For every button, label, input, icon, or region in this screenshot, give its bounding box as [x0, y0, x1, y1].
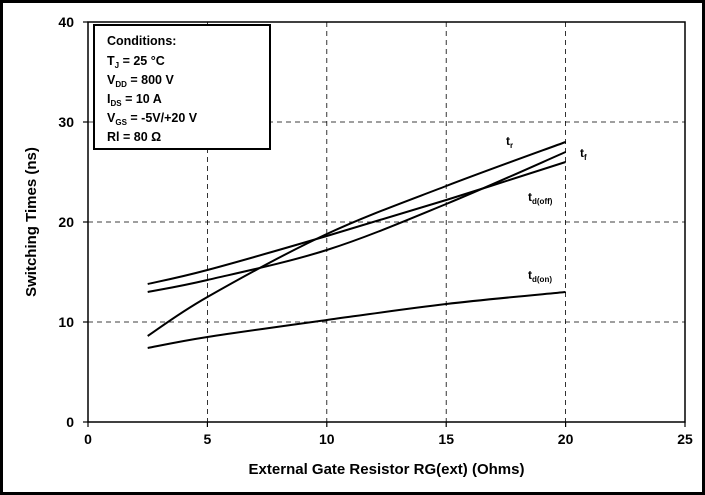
condition-line: Rl = 80 Ω [107, 130, 161, 144]
series-label-t-d-off-: td(off) [528, 190, 553, 206]
y-tick-label: 20 [58, 214, 74, 230]
series-label-t-r: tr [506, 134, 513, 150]
x-tick-label: 5 [204, 431, 212, 447]
y-tick-label: 30 [58, 114, 74, 130]
condition-line: IDS = 10 A [107, 92, 162, 108]
y-tick-label: 10 [58, 314, 74, 330]
x-tick-label: 10 [319, 431, 335, 447]
series-label-t-f: tf [580, 146, 587, 162]
series-label-t-d-on-: td(on) [528, 268, 552, 284]
x-tick-label: 20 [558, 431, 574, 447]
series-line-t-d-on- [147, 291, 566, 349]
x-axis-label: External Gate Resistor RG(ext) (Ohms) [249, 461, 525, 478]
x-tick-label: 0 [84, 431, 92, 447]
series-line-t-f [147, 151, 566, 293]
conditions-box-border [93, 24, 271, 150]
condition-line: TJ = 25 °C [107, 54, 165, 70]
series-line-t-d-off- [147, 161, 566, 285]
y-axis-label: Switching Times (ns) [23, 147, 40, 297]
series-line-t-r [147, 141, 566, 337]
y-tick-label: 0 [66, 414, 74, 430]
x-tick-label: 25 [677, 431, 693, 447]
condition-line: VDD = 800 V [107, 73, 174, 89]
y-tick-label: 40 [58, 14, 74, 30]
condition-line: VGS = -5V/+20 V [107, 111, 198, 127]
x-tick-label: 15 [438, 431, 454, 447]
axis-ticks: 0 5 10 15 20 25 0 10 20 30 40 [58, 14, 693, 447]
conditions-box: Conditions: TJ = 25 °C VDD = 800 V IDS = 10… [93, 24, 271, 150]
series-labels: tr tf td(off) td(on) [506, 134, 587, 284]
conditions-title: Conditions: [107, 34, 176, 48]
series-lines [147, 141, 566, 349]
